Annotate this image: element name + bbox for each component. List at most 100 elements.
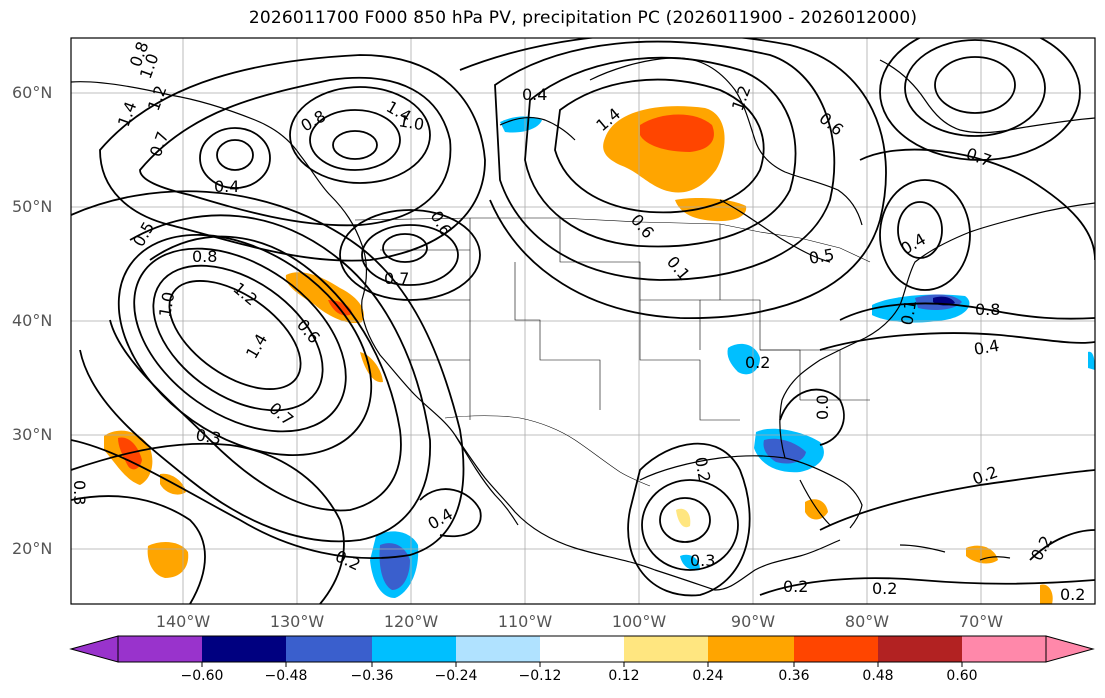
pv-contour	[419, 488, 482, 538]
pv-contour	[879, 38, 1081, 161]
lat-label: 60°N	[12, 83, 53, 102]
lon-label: 120°W	[383, 612, 439, 631]
lon-label: 70°W	[958, 612, 1004, 631]
lat-label: 30°N	[12, 425, 53, 444]
colorbar-tick-label: 0.60	[946, 668, 978, 684]
colorbar-tick-label: 0.12	[608, 668, 640, 684]
contour-label: 0.5	[807, 245, 835, 268]
precip-patch	[676, 508, 691, 528]
pv-contour	[759, 577, 1095, 596]
pv-contour	[779, 388, 845, 446]
pv-contour	[71, 190, 465, 559]
precip-patch	[640, 114, 714, 152]
colorbar-segment	[456, 636, 540, 662]
contour-label: 0.7	[384, 269, 409, 288]
pv-contour	[309, 109, 401, 171]
colorbar-segment	[540, 636, 624, 662]
pv-contour	[339, 209, 481, 301]
colorbar-segment	[794, 636, 878, 662]
pv-contour	[99, 54, 486, 262]
pv-contour	[459, 38, 887, 319]
pv-contour	[641, 479, 739, 571]
contour-label: 1.0	[155, 290, 178, 318]
contour-label: 0.4	[972, 336, 1000, 359]
colorbar-tick-label: 0.24	[692, 668, 724, 684]
contour-label: 0.4	[214, 177, 239, 196]
colorbar	[69, 635, 1095, 667]
pv-contour	[859, 148, 1095, 261]
lon-label: 80°W	[844, 612, 890, 631]
pv-contour	[819, 469, 1095, 531]
colorbar-segment	[286, 636, 372, 662]
lat-label: 50°N	[12, 197, 53, 216]
pv-contour	[199, 127, 271, 189]
contour-label: 0.3	[70, 480, 89, 505]
precip-patch	[966, 545, 998, 564]
pv-contour	[289, 86, 431, 184]
lon-label: 90°W	[730, 612, 776, 631]
contour-label: 0.8	[192, 247, 217, 266]
pv-contour	[71, 495, 206, 604]
precip-patch	[360, 352, 383, 383]
colorbar-tick-label: 0.36	[778, 668, 810, 684]
pv-contour	[904, 39, 1046, 137]
pv-contour	[382, 233, 428, 263]
pv-contour	[897, 201, 943, 259]
pv-contour	[839, 302, 1095, 321]
pv-contour	[659, 497, 711, 543]
map-panel	[70, 37, 1096, 605]
precip-patch	[727, 343, 760, 375]
contour-label: 0.3	[194, 425, 222, 448]
colorbar-segment	[372, 636, 456, 662]
colorbar-extend-min	[69, 635, 119, 663]
contour-label: 0.2	[1060, 585, 1085, 604]
pv-contour	[79, 214, 431, 543]
pv-contour	[879, 179, 971, 291]
contour-label: 1.0	[397, 111, 425, 134]
colorbar-tick-label: −0.36	[350, 668, 394, 684]
precipitation-shading	[104, 106, 1095, 604]
pv-contour	[133, 247, 347, 433]
contour-label: 0.4	[522, 85, 547, 104]
colorbar-segment	[118, 636, 202, 662]
precip-patch	[763, 438, 806, 464]
pv-contour	[332, 130, 378, 160]
contour-label: 0.1	[897, 298, 920, 326]
pv-contour	[524, 56, 797, 248]
colorbar-segment	[962, 636, 1046, 662]
pv-contour	[819, 332, 1095, 351]
colorbar-tick-label: −0.48	[264, 668, 308, 684]
lon-label: 140°W	[155, 612, 211, 631]
pv-contour	[152, 264, 324, 412]
colorbar-tick-label: 0.48	[862, 668, 894, 684]
lon-label: 130°W	[269, 612, 325, 631]
precip-patch	[1040, 584, 1053, 604]
contour-label: 0.0	[813, 395, 832, 420]
colorbar-segment	[624, 636, 708, 662]
pv-contour	[934, 56, 1016, 114]
pv-contour	[554, 78, 765, 214]
precip-patch	[1088, 351, 1095, 370]
colorbar-extend-max	[1045, 635, 1095, 663]
lon-label: 100°W	[611, 612, 667, 631]
contour-label: 0.3	[690, 551, 715, 570]
precip-patch	[680, 554, 700, 571]
colorbar-tick-label: −0.12	[518, 668, 562, 684]
pv-contour	[139, 76, 452, 227]
colorbar-segment	[708, 636, 794, 662]
precip-patch	[147, 542, 189, 578]
pv-contour	[117, 233, 373, 457]
pv-contour	[494, 40, 836, 281]
lat-label: 20°N	[12, 539, 53, 558]
pv-contour	[71, 442, 345, 604]
pv-contour	[1029, 529, 1095, 561]
lon-label: 110°W	[497, 612, 553, 631]
contour-label: 0.2	[691, 455, 714, 483]
contour-label: 0.2	[745, 353, 770, 372]
pv-contour	[109, 235, 402, 512]
map-title: 2026011700 F000 850 hPa PV, precipitatio…	[248, 8, 918, 28]
pv-contour	[216, 139, 254, 171]
colorbar-segment	[202, 636, 286, 662]
precip-patch	[675, 198, 747, 222]
